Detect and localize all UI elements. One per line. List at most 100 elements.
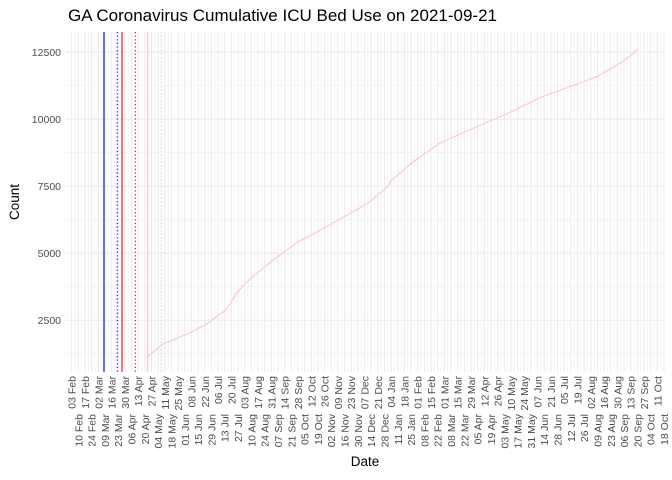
- data-point: [346, 214, 348, 216]
- data-point: [319, 230, 321, 231]
- x-tick-label: 20 Sep: [632, 414, 644, 447]
- x-tick-label: 29 Jun: [206, 414, 218, 446]
- x-tick-label: 16 Mar: [107, 376, 119, 409]
- x-tick-label: 14 Jun: [539, 414, 551, 446]
- x-tick-label: 04 Oct: [646, 414, 658, 445]
- x-tick-label: 16 Nov: [340, 413, 352, 447]
- x-tick-label: 25 Jan: [406, 414, 418, 446]
- x-tick-label: 22 Mar: [459, 414, 471, 447]
- x-tick-label: 23 Mar: [113, 414, 125, 447]
- x-tick-label: 19 Oct: [313, 414, 325, 445]
- x-tick-label: 13 Sep: [626, 376, 638, 409]
- x-tick-label: 04 May: [153, 413, 165, 448]
- x-tick-label: 01 Feb: [413, 376, 425, 409]
- x-tick-label: 15 Jun: [193, 414, 205, 446]
- x-tick-label: 31 May: [526, 413, 538, 448]
- x-tick-label: 08 Jun: [187, 376, 199, 408]
- x-tick-label: 08 Mar: [446, 414, 458, 447]
- x-tick-label: 28 Jun: [553, 414, 565, 446]
- x-tick-label: 18 Oct: [659, 414, 671, 445]
- data-point: [637, 49, 639, 50]
- y-tick-label: 7500: [38, 181, 62, 193]
- x-tick-label: 05 Apr: [473, 413, 485, 444]
- x-tick-label: 13 Jul: [220, 414, 232, 442]
- data-point: [412, 161, 414, 163]
- x-tick-label: 21 Sep: [286, 414, 298, 447]
- x-tick-label: 24 Aug: [260, 414, 272, 447]
- x-tick-label: 17 May: [513, 413, 525, 448]
- data-point: [506, 113, 508, 115]
- data-point: [386, 186, 388, 188]
- x-tick-label: 28 Dec: [380, 414, 392, 447]
- x-axis-title: Date: [351, 454, 380, 469]
- x-tick-label: 15 Feb: [426, 376, 438, 409]
- x-tick-label: 14 Dec: [366, 414, 378, 447]
- x-tick-label: 09 Aug: [592, 414, 604, 447]
- data-point: [539, 97, 541, 98]
- x-tick-label: 24 Feb: [87, 414, 99, 447]
- x-tick-label: 10 May: [506, 375, 518, 410]
- x-axis-ticks: 03 Feb 10 Feb 17 Feb 24 Feb 02 Mar 09 Mar 16 M…: [67, 375, 671, 448]
- y-tick-label: 5000: [38, 248, 62, 260]
- data-point: [206, 323, 208, 325]
- x-tick-label: 07 Dec: [360, 376, 372, 409]
- data-point: [250, 278, 251, 279]
- x-tick-label: 28 Sep: [293, 376, 305, 409]
- x-tick-label: 27 Apr: [147, 375, 159, 406]
- y-tick-label: 10000: [32, 114, 61, 126]
- x-tick-label: 19 Jul: [573, 376, 585, 404]
- data-point: [269, 261, 271, 263]
- data-point: [236, 291, 238, 293]
- data-point: [161, 344, 163, 346]
- x-tick-label: 18 Jan: [399, 376, 411, 408]
- x-tick-label: 23 Nov: [346, 375, 358, 409]
- x-tick-label: 02 Nov: [326, 413, 338, 447]
- x-tick-label: 06 Sep: [619, 414, 631, 447]
- x-tick-label: 12 Oct: [306, 376, 318, 407]
- x-tick-label: 30 Nov: [353, 413, 365, 447]
- x-tick-label: 12 Jul: [566, 414, 578, 442]
- y-tick-label: 12500: [32, 47, 61, 59]
- chart-title: GA Coronavirus Cumulative ICU Bed Use on…: [68, 6, 497, 25]
- data-point: [146, 356, 148, 358]
- x-tick-label: 22 Jun: [200, 376, 212, 408]
- x-tick-label: 03 Aug: [240, 376, 252, 409]
- data-point: [189, 332, 190, 334]
- x-tick-label: 22 Feb: [433, 414, 445, 447]
- x-tick-label: 20 Jul: [226, 376, 238, 404]
- x-tick-label: 07 Jun: [533, 376, 545, 408]
- y-tick-label: 2500: [38, 315, 62, 327]
- reference-lines: [103, 32, 162, 372]
- data-point: [622, 60, 624, 62]
- x-tick-label: 17 Aug: [253, 376, 265, 409]
- x-tick-label: 21 Jun: [546, 376, 558, 408]
- data-point: [389, 181, 391, 183]
- x-tick-label: 09 Nov: [333, 375, 345, 409]
- data-point: [366, 202, 368, 204]
- x-tick-label: 15 Mar: [453, 376, 465, 409]
- data-point: [577, 83, 578, 85]
- x-tick-label: 07 Sep: [273, 414, 285, 447]
- x-tick-label: 14 Sep: [280, 376, 292, 409]
- x-tick-label: 08 Feb: [419, 414, 431, 447]
- x-tick-label: 19 Apr: [486, 413, 498, 444]
- x-tick-label: 30 Mar: [120, 376, 132, 409]
- x-tick-label: 21 Dec: [373, 376, 385, 409]
- x-tick-label: 12 Apr: [479, 375, 491, 406]
- x-tick-label: 27 Sep: [639, 376, 651, 409]
- x-tick-label: 01 Jun: [180, 414, 192, 446]
- x-tick-label: 05 Oct: [300, 414, 312, 445]
- x-tick-label: 01 Mar: [439, 376, 451, 409]
- y-axis-ticks: 2500 5000 7500 10000 12500: [32, 47, 61, 327]
- x-tick-label: 20 Apr: [140, 413, 152, 444]
- data-point: [296, 241, 298, 243]
- x-tick-label: 31 Aug: [266, 376, 278, 409]
- x-tick-label: 11 May: [160, 375, 172, 409]
- x-tick-label: 10 Feb: [73, 414, 85, 447]
- x-tick-label: 02 Mar: [93, 376, 105, 409]
- x-tick-label: 18 May: [167, 413, 179, 448]
- data-point: [597, 76, 598, 77]
- x-tick-label: 11 Oct: [652, 376, 664, 406]
- x-tick-label: 27 Jul: [233, 414, 245, 442]
- x-tick-label: 30 Aug: [612, 376, 624, 409]
